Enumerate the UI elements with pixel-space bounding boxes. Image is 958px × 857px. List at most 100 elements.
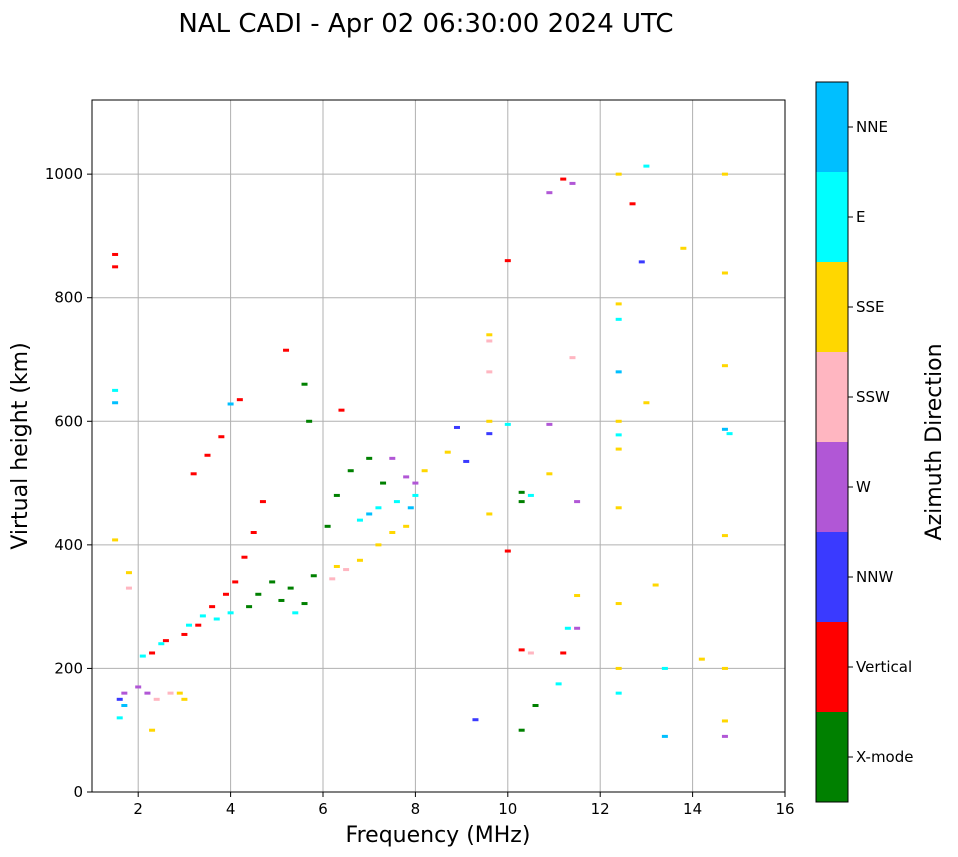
echo-mark-sse [615, 602, 622, 606]
grid [92, 100, 786, 793]
echo-mark-ssw [329, 577, 336, 581]
echo-mark-nnw [472, 718, 479, 722]
y-tick-label: 400 [54, 536, 83, 554]
colorbar-label: W [856, 478, 871, 496]
echo-mark-x-mode [324, 524, 331, 528]
echo-mark-sse [721, 534, 728, 538]
echo-mark-x-mode [518, 490, 525, 494]
echo-mark-sse [375, 543, 382, 547]
x-tick-label: 10 [498, 800, 517, 818]
echo-mark-sse [721, 172, 728, 176]
echo-mark-sse [615, 447, 622, 451]
echo-mark-vertical [560, 651, 567, 655]
y-tick-label: 600 [54, 412, 83, 430]
echo-mark-x-mode [269, 580, 276, 584]
x-axis-ticks: 2 4 6 8 10 12 14 16 [133, 792, 795, 818]
echo-mark-sse [176, 691, 183, 695]
echo-mark-e [116, 716, 123, 720]
x-tick-label: 6 [318, 800, 328, 818]
echo-mark-w [403, 475, 410, 479]
echo-mark-vertical [162, 639, 169, 643]
colorbar-label: E [856, 208, 865, 226]
plot-background [92, 100, 785, 792]
echo-mark-e [375, 506, 382, 510]
echo-mark-w [121, 691, 128, 695]
echo-mark-e [139, 654, 146, 658]
echo-mark-e [227, 611, 234, 615]
colorbar-segment [816, 352, 848, 442]
echo-mark-ssw [153, 697, 160, 701]
colorbar-segment [816, 172, 848, 262]
echo-mark-sse [721, 364, 728, 368]
echo-mark-vertical [112, 252, 119, 256]
plot-frame [91, 99, 786, 793]
echo-mark-nne [661, 734, 668, 738]
echo-mark-ssw [486, 339, 493, 343]
echo-mark-sse [615, 302, 622, 306]
echo-mark-sse [333, 564, 340, 568]
echo-mark-x-mode [366, 456, 373, 460]
echo-mark-sse [652, 583, 659, 587]
x-tick-label: 14 [683, 800, 702, 818]
echo-mark-sse [486, 512, 493, 516]
echo-mark-ssw [125, 586, 132, 590]
echo-mark-e [615, 317, 622, 321]
echo-mark-vertical [283, 348, 290, 352]
echo-mark-w [389, 456, 396, 460]
echo-mark-x-mode [347, 469, 354, 473]
echo-mark-sse [486, 333, 493, 337]
echo-mark-vertical [181, 632, 188, 636]
colorbar-segment [816, 262, 848, 352]
echo-mark-sse [112, 538, 119, 542]
x-tick-label: 12 [591, 800, 610, 818]
echo-mark-nne [121, 704, 128, 707]
echo-mark-vertical [190, 472, 197, 476]
echo-mark-nnw [453, 425, 460, 429]
echo-mark-nnw [486, 432, 493, 436]
echo-mark-e [356, 518, 363, 522]
colorbar-segment [816, 532, 848, 622]
echo-mark-sse [721, 719, 728, 723]
colorbar-segment [816, 622, 848, 712]
echo-mark-w [546, 191, 553, 195]
echo-mark-nnw [638, 260, 645, 264]
echo-mark-sse [721, 666, 728, 670]
echo-mark-vertical [504, 549, 511, 553]
x-tick-label: 8 [411, 800, 421, 818]
echo-mark-sse [444, 450, 451, 454]
echo-mark-ssw [167, 691, 174, 695]
echo-mark-vertical [629, 202, 636, 206]
x-axis-label: Frequency (MHz) [346, 823, 531, 848]
echo-mark-nne [227, 402, 234, 406]
echo-mark-sse [546, 472, 553, 476]
echo-mark-x-mode [518, 728, 525, 732]
echo-mark-w [574, 626, 581, 630]
echo-mark-sse [615, 506, 622, 510]
echo-mark-sse [356, 558, 363, 562]
echo-mark-sse [149, 728, 156, 732]
colorbar-segment [816, 712, 848, 802]
echo-mark-vertical [204, 453, 211, 457]
colorbar-label: NNW [856, 568, 893, 586]
y-axis-ticks: 0 200 400 600 800 1000 [45, 165, 92, 801]
echo-mark-e [527, 493, 534, 497]
echo-mark-x-mode [306, 419, 313, 423]
colorbar-label: NNE [856, 118, 888, 136]
y-axis-label: Virtual height (km) [8, 342, 33, 549]
echo-mark-vertical [241, 555, 248, 559]
echo-mark-e [615, 433, 622, 437]
echo-mark-sse [615, 172, 622, 176]
echo-mark-x-mode [380, 481, 387, 485]
echo-mark-vertical [560, 177, 567, 181]
colorbar-label: Vertical [856, 658, 912, 676]
echo-mark-ssw [569, 356, 576, 360]
echo-mark-vertical [149, 651, 156, 655]
echo-mark-e [158, 642, 165, 646]
echo-mark-w [721, 734, 728, 738]
colorbar-label: SSE [856, 298, 885, 316]
echo-mark-e [199, 614, 206, 618]
echo-mark-w [412, 481, 419, 485]
y-tick-label: 200 [54, 659, 83, 677]
echo-mark-nne [112, 401, 119, 405]
